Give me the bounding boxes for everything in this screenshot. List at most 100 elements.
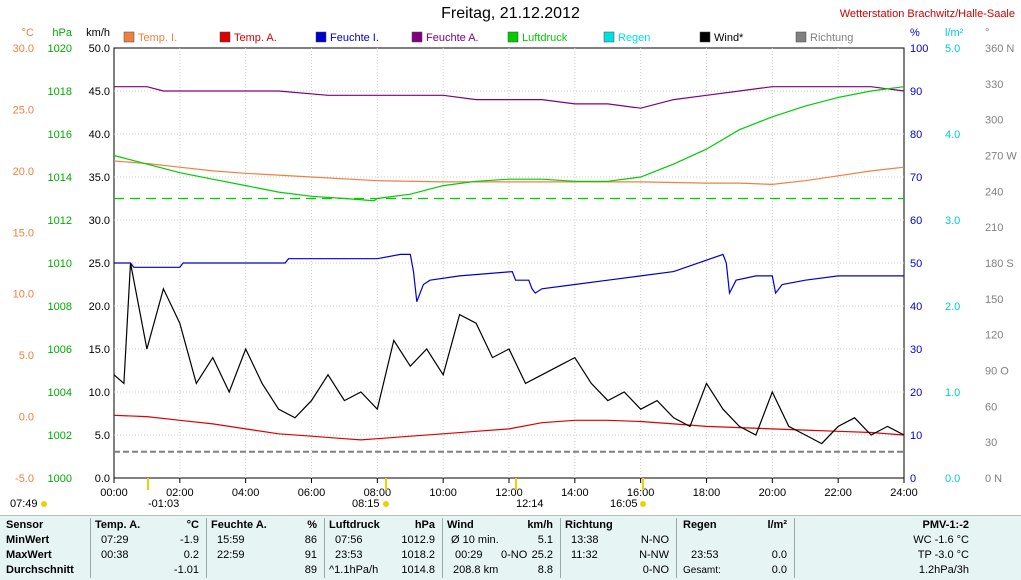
rain-tick-label: 2.0: [945, 301, 960, 313]
stats-sensor: Sensor MinWert MaxWert Durchschnitt: [4, 518, 88, 578]
stats-pmv: PMV-1:-2 WC -1.6 °C TP -3.0 °C 1.2hPa/3h: [794, 518, 975, 578]
sunrise-label: 07:49: [10, 498, 38, 510]
wind-unit: km/h: [527, 519, 553, 531]
wind-avg10-value: 5.1: [537, 534, 553, 546]
moon-label-1: -01:03: [148, 498, 179, 510]
rain-head: Regen: [683, 519, 717, 531]
chart-title: Freitag, 21.12.2012: [441, 5, 580, 22]
pct-tick-label: 40: [910, 301, 922, 313]
temp-head: Temp. A.: [95, 519, 141, 531]
x-tick-label: 22:00: [824, 487, 852, 499]
chart-series: [113, 86, 905, 453]
rain-axis-unit: l/m²: [945, 27, 964, 39]
hum-min-value: 86: [304, 534, 317, 546]
stats-rain: Regen l/m² 23:53 0.0 Gesamt: 0.0: [676, 518, 793, 578]
hpa-axis-unit: hPa: [52, 27, 72, 39]
hum-avg-value: 89: [304, 564, 317, 576]
temp-tick-label: 25.0: [13, 104, 34, 116]
legend-swatch: [123, 31, 135, 43]
kmh-tick-label: 50.0: [89, 43, 110, 55]
pmv-trend: 1.2hPa/3h: [918, 564, 969, 576]
legend-label: Wind*: [714, 32, 744, 44]
x-tick-label: 20:00: [759, 487, 787, 499]
dir-tick-label: 210: [985, 222, 1003, 234]
legend-swatch: [315, 31, 327, 43]
dir-tick-label: 330: [985, 79, 1003, 91]
chart-axes: °C30.025.020.015.010.05.00.0-5.0hPa10201…: [13, 27, 1018, 485]
pct-tick-label: 20: [910, 387, 922, 399]
avg-label: Durchschnitt: [6, 564, 74, 576]
dir-tick-label: 270 W: [985, 151, 1017, 163]
temp-axis-unit: °C: [22, 27, 34, 39]
dir-tick-label: 30: [985, 437, 997, 449]
hpa-tick-label: 1000: [48, 473, 72, 485]
series-temp-a-: [113, 414, 905, 441]
pmv-head: PMV-1:-2: [922, 519, 969, 531]
dir-min-value: N-NO: [640, 534, 669, 546]
kmh-tick-label: 0.0: [95, 473, 110, 485]
kmh-tick-label: 10.0: [89, 387, 110, 399]
hpa-tick-label: 1008: [48, 301, 72, 313]
rain-max-time: 23:53: [691, 549, 719, 561]
temp-tick-label: 20.0: [13, 166, 34, 178]
dir-avg-value: 0-NO: [642, 564, 669, 576]
sensor-head: Sensor: [6, 519, 44, 531]
pct-tick-label: 60: [910, 215, 922, 227]
press-unit: hPa: [414, 519, 435, 531]
x-tick-label: 00:00: [100, 487, 128, 499]
dir-tick-label: 150: [985, 294, 1003, 306]
x-tick-label: 02:00: [166, 487, 194, 499]
kmh-tick-label: 25.0: [89, 258, 110, 270]
temp-avg-value: -1.01: [173, 564, 199, 576]
kmh-tick-label: 15.0: [89, 344, 110, 356]
pct-tick-label: 0: [910, 473, 916, 485]
dir-tick-label: 360 N: [985, 43, 1014, 55]
hum-head: Feuchte A.: [211, 519, 267, 531]
x-tick-label: 18:00: [693, 487, 721, 499]
wind-max-value: 25.2: [531, 549, 553, 561]
x-tick-label: 04:00: [232, 487, 260, 499]
rain-tick-label: 4.0: [945, 129, 960, 141]
rain-tick-label: 0.0: [945, 473, 960, 485]
dir-tick-label: 300: [985, 115, 1003, 127]
temp-tick-label: 0.0: [19, 412, 34, 424]
pct-tick-label: 90: [910, 86, 922, 98]
kmh-axis-unit: km/h: [86, 27, 110, 39]
rain-tick-label: 5.0: [945, 43, 960, 55]
sun-icon: [41, 501, 47, 507]
x-tick-label: 06:00: [298, 487, 326, 499]
rain-total-label: Gesamt:: [683, 565, 721, 576]
legend-swatch: [219, 31, 231, 43]
press-min-value: 1012.9: [401, 534, 435, 546]
kmh-tick-label: 5.0: [95, 430, 110, 442]
kmh-tick-label: 30.0: [89, 215, 110, 227]
rain-tick-label: 3.0: [945, 215, 960, 227]
sunset-label: 16:05: [610, 498, 638, 510]
kmh-tick-label: 35.0: [89, 172, 110, 184]
wind-head: Wind: [447, 519, 474, 531]
sun-icon: [640, 501, 646, 507]
temp-tick-label: 5.0: [19, 350, 34, 362]
x-tick-label: 24:00: [890, 487, 918, 499]
hpa-tick-label: 1002: [48, 430, 72, 442]
kmh-tick-label: 45.0: [89, 86, 110, 98]
dir-tick-label: 0 N: [985, 473, 1002, 485]
series-temp-i-: [113, 160, 905, 186]
dir-axis-unit: °: [985, 27, 989, 39]
temp-min-value: -1.9: [180, 534, 199, 546]
pct-tick-label: 50: [910, 258, 922, 270]
wind-avg-value: 8.8: [537, 564, 553, 576]
x-tick-label: 16:00: [627, 487, 655, 499]
stats-wind: Wind km/h Ø 10 min. 5.1 00:29 0-NO 25.2 208.…: [442, 518, 559, 578]
hpa-tick-label: 1006: [48, 344, 72, 356]
wind-distance: 208.8 km: [453, 564, 499, 576]
station-name: Wetterstation Brachwitz/Halle-Saale: [839, 8, 1015, 20]
rain-unit: l/m²: [767, 519, 787, 531]
series-wind-: [113, 262, 905, 445]
temp-min-time: 07:29: [101, 534, 129, 546]
dir-head: Richtung: [565, 519, 613, 531]
stats-pressure: Luftdruck hPa 07:56 1012.9 23:53 1018.2 ^1.…: [324, 518, 441, 578]
dir-tick-label: 90 O: [985, 366, 1009, 378]
dir-tick-label: 120: [985, 330, 1003, 342]
dir-max-time: 11:32: [571, 549, 598, 561]
